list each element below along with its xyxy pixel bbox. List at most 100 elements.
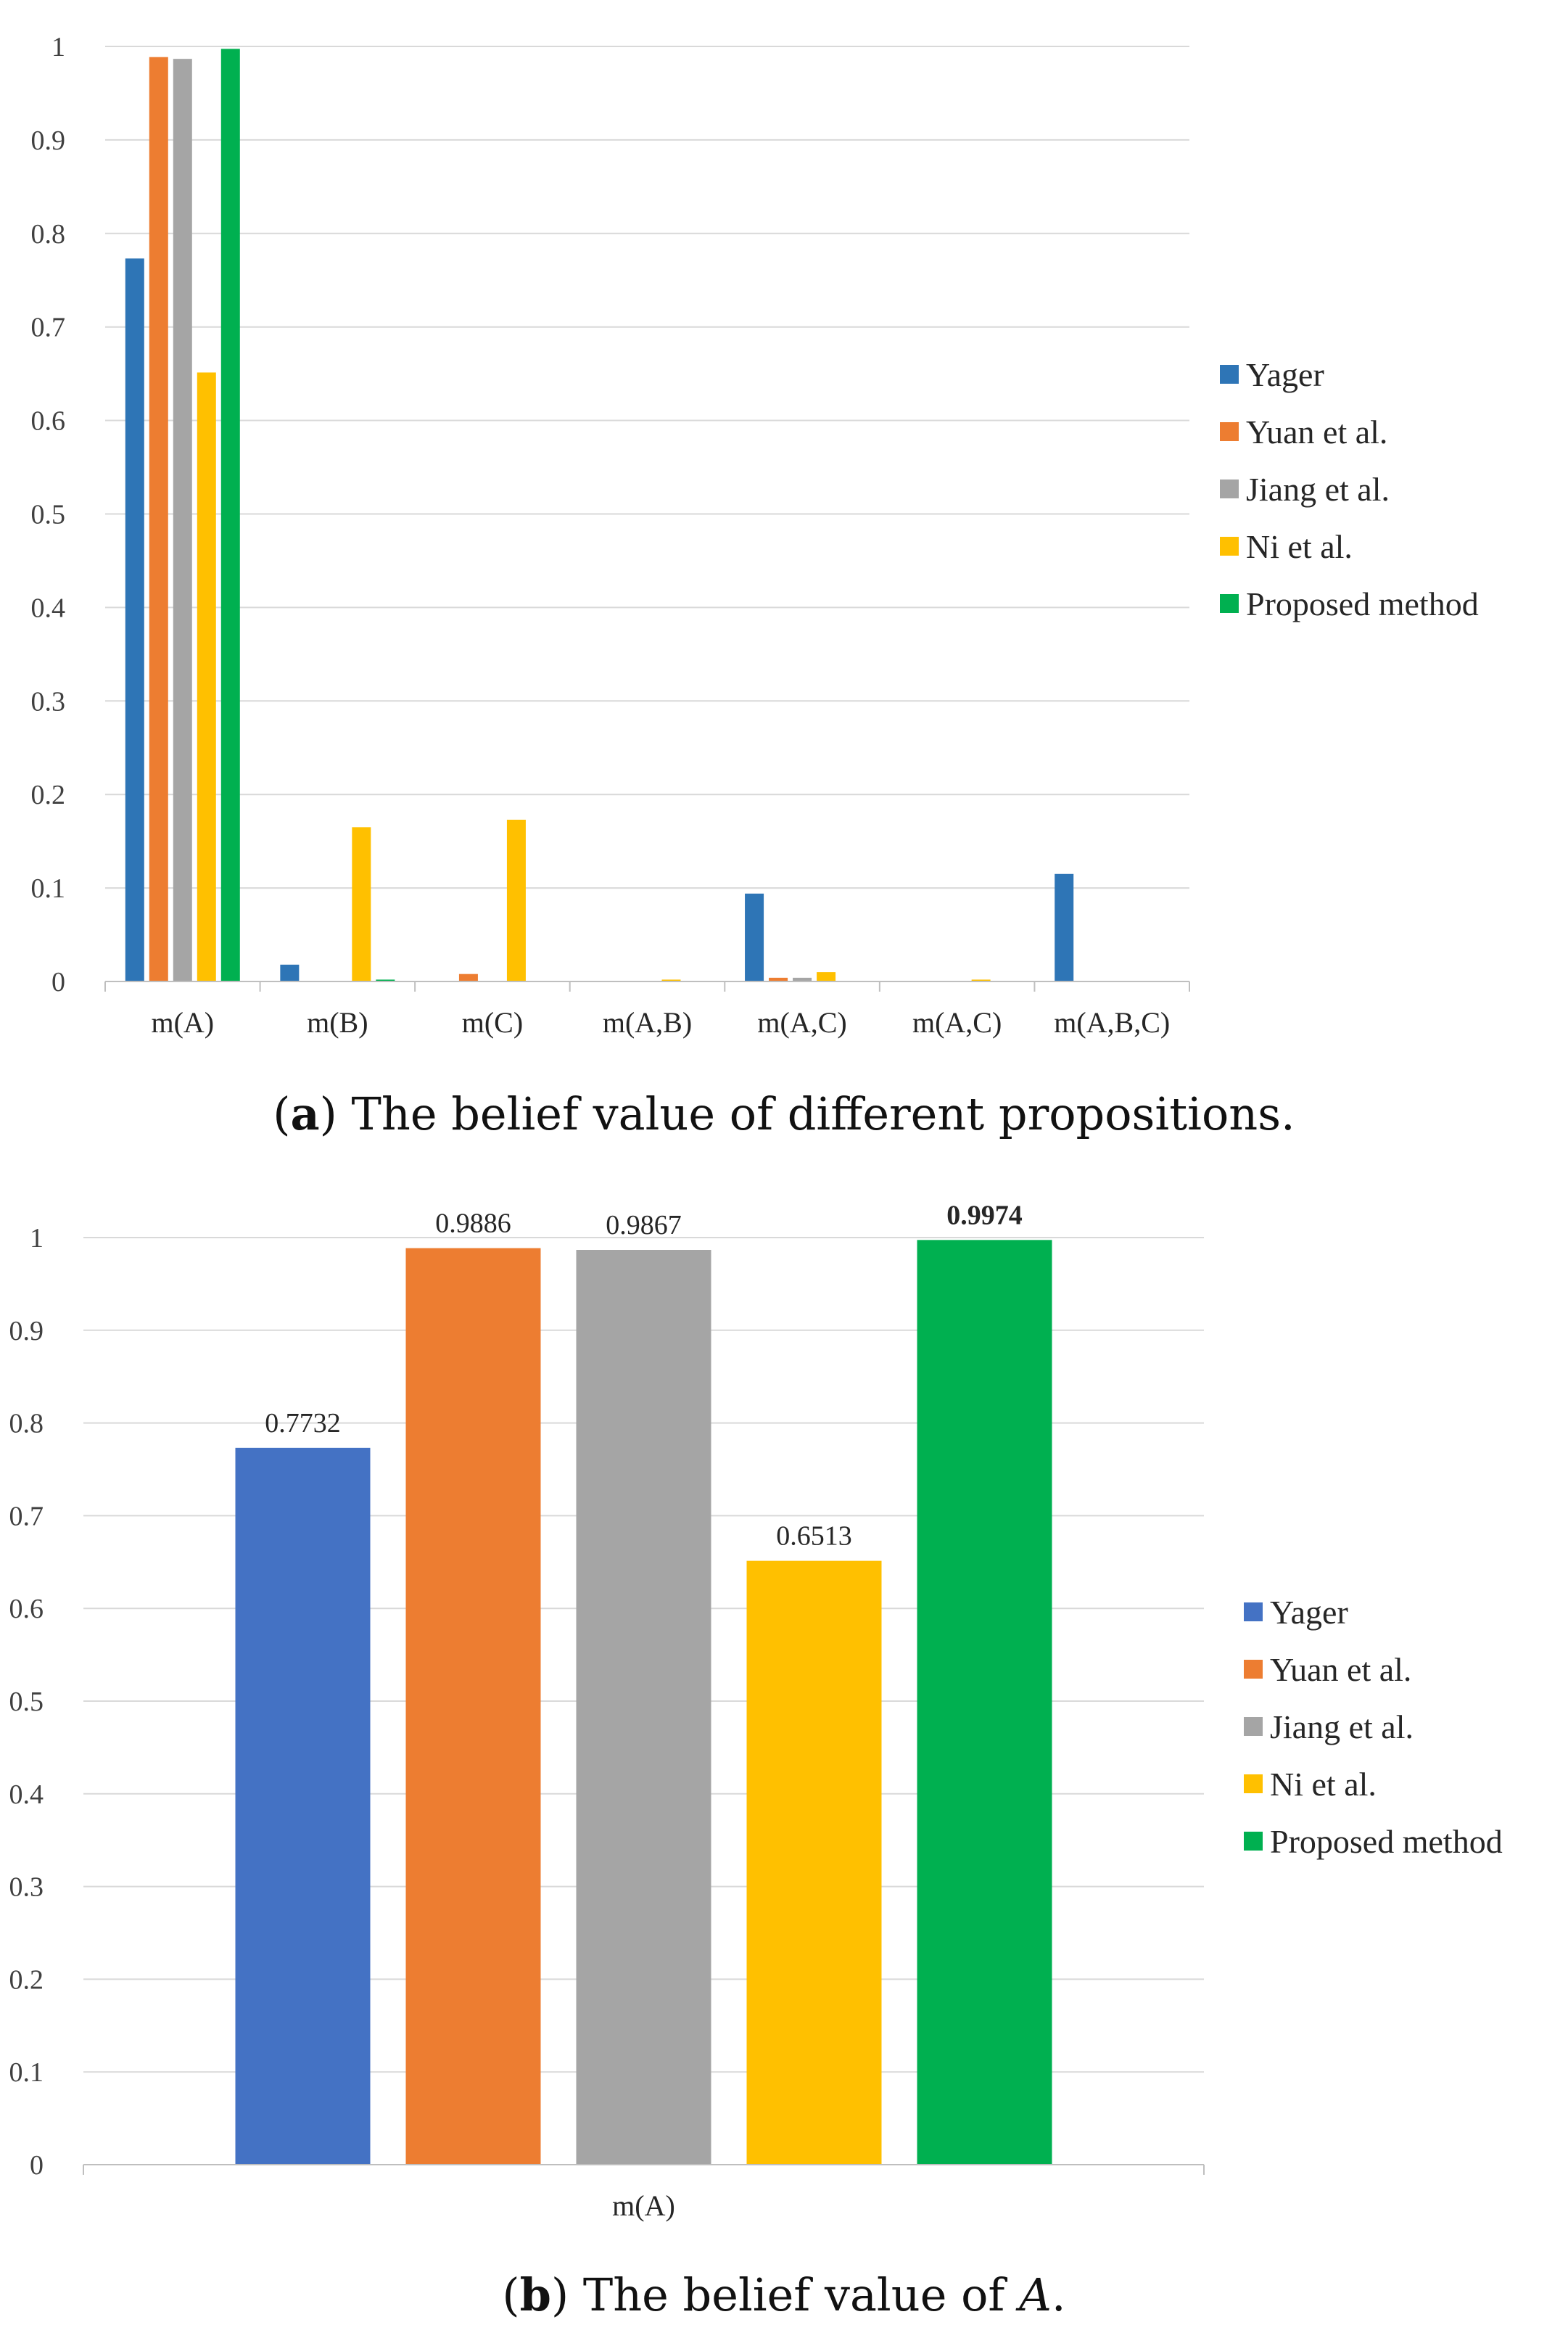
a-bar-ni-et-al-2	[506, 820, 526, 981]
a-y-tick-0-4: 0.4	[31, 593, 66, 623]
b-bar-ni-et-al	[746, 1560, 882, 2165]
a-category-label-0: m(A)	[151, 1006, 214, 1039]
a-bar-yager-4	[745, 893, 764, 981]
a-y-tick-0-3: 0.3	[31, 686, 66, 717]
b-y-tick-0-2: 0.2	[9, 1964, 44, 1995]
b-legend-swatch-yuan-et-al	[1244, 1660, 1263, 1679]
a-bar-yager-1	[280, 964, 300, 981]
panel-b-x-axis	[83, 2164, 1205, 2175]
b-y-tick-1: 1	[30, 1223, 44, 1254]
a-bar-yuan-et-al-4	[769, 977, 788, 981]
panel-b-caption-end: .	[1052, 2268, 1066, 2321]
panel-a-chart: 00.10.20.30.40.50.60.70.80.91 m(A) m(B) m(…	[31, 32, 1479, 1039]
b-y-tick-0-9: 0.9	[9, 1316, 44, 1346]
b-legend-swatch-proposed-method	[1244, 1832, 1263, 1851]
a-category-label-5: m(A,C)	[912, 1006, 1002, 1039]
a-bar-yager-6	[1055, 873, 1074, 981]
a-bar-proposed-method-0	[220, 49, 240, 981]
a-bar-jiang-et-al-0	[173, 59, 192, 982]
b-legend-swatch-ni-et-al	[1244, 1774, 1263, 1793]
a-legend-swatch-ni-et-al	[1220, 537, 1239, 556]
b-bar-jiang-et-al	[576, 1249, 711, 2165]
a-y-tick-0: 0	[51, 967, 65, 997]
panel-b-data-labels: 0.7732 0.9886 0.9867 0.6513 0.9974	[265, 1200, 1023, 1551]
b-data-label-yager: 0.7732	[265, 1408, 341, 1439]
a-legend-label-jiang-et-al: Jiang et al.	[1246, 471, 1390, 508]
panel-b-caption-symbol: A	[1015, 2268, 1052, 2321]
b-category-label-0: m(A)	[612, 2189, 675, 2222]
b-data-label-yuan-et-al: 0.9886	[435, 1209, 511, 1239]
a-legend-swatch-yuan-et-al	[1220, 422, 1239, 441]
a-y-tick-0-7: 0.7	[31, 313, 66, 343]
a-legend-label-ni-et-al: Ni et al.	[1246, 528, 1353, 565]
panel-b-y-tick-labels: 0 0.1 0.2 0.3 0.4 0.5 0.6 0.7 0.8 0.9 1	[9, 1223, 44, 2181]
b-legend-label-yager: Yager	[1270, 1594, 1348, 1631]
a-bar-yager-0	[125, 258, 144, 981]
b-legend-label-jiang-et-al: Jiang et al.	[1270, 1708, 1414, 1745]
b-y-tick-0-3: 0.3	[9, 1872, 44, 1903]
panel-b-caption: (b) The belief value of A.	[502, 2268, 1065, 2321]
b-legend-swatch-yager	[1244, 1602, 1263, 1621]
b-bar-yuan-et-al	[405, 1248, 541, 2165]
a-legend-swatch-jiang-et-al	[1220, 480, 1239, 498]
panel-a-caption: (a) The belief value of different propos…	[273, 1087, 1295, 1140]
a-bar-ni-et-al-4	[817, 972, 836, 981]
b-bar-yager	[235, 1447, 371, 2165]
panel-a-bars	[125, 49, 1074, 982]
a-y-tick-0-8: 0.8	[31, 219, 66, 250]
a-y-tick-0-6: 0.6	[31, 406, 66, 437]
a-legend-swatch-proposed-method	[1220, 594, 1239, 613]
a-y-tick-0-5: 0.5	[31, 500, 66, 530]
b-legend-label-ni-et-al: Ni et al.	[1270, 1766, 1377, 1803]
panel-b-caption-text: The belief value of	[583, 2268, 1019, 2321]
a-y-tick-0-9: 0.9	[31, 125, 66, 156]
a-category-label-6: m(A,B,C)	[1054, 1006, 1170, 1039]
panel-b-caption-letter: b	[520, 2268, 551, 2321]
a-legend-label-yuan-et-al: Yuan et al.	[1246, 413, 1387, 450]
b-y-tick-0-7: 0.7	[9, 1501, 44, 1531]
b-y-tick-0-8: 0.8	[9, 1409, 44, 1439]
a-bar-ni-et-al-5	[971, 979, 991, 981]
a-legend-label-proposed-method: Proposed method	[1246, 585, 1479, 622]
b-bar-proposed-method	[917, 1240, 1052, 2165]
a-y-tick-1: 1	[51, 32, 65, 62]
a-bar-jiang-et-al-4	[793, 977, 812, 981]
a-category-label-4: m(A,C)	[757, 1006, 846, 1039]
b-legend-label-yuan-et-al: Yuan et al.	[1270, 1651, 1411, 1688]
panel-b-category-labels: m(A)	[612, 2189, 675, 2222]
a-bar-ni-et-al-1	[352, 827, 371, 981]
panel-a-y-tick-labels: 0 0.1 0.2 0.3 0.4 0.5 0.6 0.7 0.8 0.9 1	[31, 32, 66, 997]
a-category-label-3: m(A,B)	[603, 1006, 692, 1039]
a-category-label-2: m(C)	[462, 1006, 523, 1039]
panel-a-legend: Yager Yuan et al. Jiang et al. Ni et al. Pro…	[1220, 356, 1479, 622]
a-category-label-1: m(B)	[307, 1006, 368, 1039]
a-bar-proposed-method-1	[376, 979, 395, 981]
b-data-label-jiang-et-al: 0.9867	[606, 1210, 682, 1240]
panel-a-x-axis	[104, 981, 1190, 992]
a-legend-swatch-yager	[1220, 365, 1239, 384]
a-bar-yuan-et-al-2	[458, 974, 478, 981]
b-y-tick-0-1: 0.1	[9, 2057, 44, 2088]
b-y-tick-0-6: 0.6	[9, 1594, 44, 1624]
panel-a-gridlines	[105, 46, 1189, 889]
panel-b-legend: Yager Yuan et al. Jiang et al. Ni et al. Pro…	[1244, 1594, 1503, 1860]
b-data-label-ni-et-al: 0.6513	[776, 1521, 852, 1552]
panel-b-bars	[235, 1240, 1052, 2165]
b-legend-label-proposed-method: Proposed method	[1270, 1823, 1503, 1860]
panel-b-chart: 0 0.1 0.2 0.3 0.4 0.5 0.6 0.7 0.8 0.9 1 0.7732 0.98…	[9, 1200, 1503, 2222]
a-y-tick-0-2: 0.2	[31, 780, 66, 810]
panel-a-caption-letter: a	[290, 1087, 319, 1140]
a-legend-label-yager: Yager	[1246, 356, 1324, 393]
b-data-label-proposed-method: 0.9974	[946, 1200, 1023, 1230]
b-y-tick-0: 0	[30, 2150, 44, 2181]
b-y-tick-0-5: 0.5	[9, 1687, 44, 1717]
panel-a-caption-text: The belief value of different propositio…	[352, 1087, 1295, 1140]
a-bar-ni-et-al-0	[197, 372, 216, 981]
a-bar-ni-et-al-3	[661, 979, 681, 981]
a-bar-yuan-et-al-0	[149, 57, 168, 982]
b-legend-swatch-jiang-et-al	[1244, 1717, 1263, 1736]
a-y-tick-0-1: 0.1	[31, 873, 66, 904]
b-y-tick-0-4: 0.4	[9, 1779, 44, 1810]
panel-a-category-labels: m(A) m(B) m(C) m(A,B) m(A,C) m(A,C) m(A,B,C)	[151, 1006, 1170, 1039]
